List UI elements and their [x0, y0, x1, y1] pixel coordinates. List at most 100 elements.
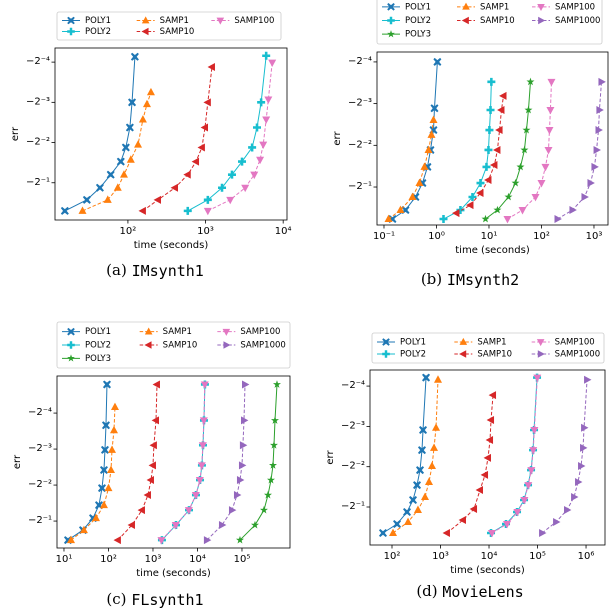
point: [497, 106, 505, 115]
point: [233, 491, 242, 500]
point: [257, 98, 266, 107]
subcaption: (d) MovieLens: [416, 582, 523, 601]
point: [183, 170, 191, 179]
x-tick-label: 10²: [384, 551, 401, 562]
point: [419, 426, 428, 434]
point: [503, 216, 512, 224]
point: [531, 193, 540, 202]
point: [104, 483, 113, 492]
x-tick-label: 10¹: [56, 554, 73, 565]
y-axis-label: err: [10, 126, 21, 141]
legend-marker: [223, 341, 231, 349]
point: [511, 178, 520, 187]
point: [541, 163, 550, 172]
legend-marker: [387, 3, 395, 11]
subcaption-label: (b): [421, 270, 442, 288]
y-tick-label: −2⁻³: [28, 443, 52, 454]
legend-label: POLY1: [400, 338, 426, 348]
point: [157, 537, 166, 545]
legend-label: SAMP1: [163, 327, 192, 337]
legend-label: SAMP100: [555, 338, 595, 348]
point: [409, 495, 417, 504]
point: [256, 156, 265, 165]
point: [148, 461, 156, 470]
point: [149, 441, 157, 450]
axes-frame: [56, 375, 291, 549]
point: [103, 195, 112, 203]
point: [587, 179, 595, 188]
y-tick-label: −2⁻⁴: [28, 407, 52, 418]
legend-marker: [67, 341, 75, 349]
point: [137, 506, 145, 515]
legend-marker: [222, 328, 231, 336]
point: [488, 391, 497, 400]
point: [581, 423, 589, 432]
point: [434, 375, 442, 383]
legend-marker: [537, 350, 545, 358]
point: [130, 52, 139, 61]
legend-marker: [144, 341, 152, 349]
subcaption: (b) IMsynth2: [421, 270, 519, 289]
legend-label: POLY2: [85, 27, 111, 37]
series-line: [206, 384, 246, 541]
point: [116, 157, 125, 166]
point: [524, 105, 533, 114]
y-axis-label: err: [12, 454, 23, 469]
point: [539, 529, 547, 538]
point: [242, 380, 250, 389]
point: [483, 453, 491, 462]
point: [239, 441, 248, 450]
x-tick-label: 10³: [145, 554, 162, 565]
point: [153, 195, 161, 204]
point: [408, 192, 417, 200]
point: [430, 443, 439, 451]
point: [199, 417, 208, 425]
point: [468, 192, 477, 201]
x-tick-label: 10³: [586, 231, 603, 242]
x-tick-label: 10³: [197, 226, 214, 237]
x-tick-label: 10⁴: [481, 551, 498, 562]
x-tick-label: 10⁶: [578, 551, 595, 562]
y-tick-label: −2⁻⁴: [26, 56, 50, 67]
point: [128, 98, 137, 107]
point: [554, 215, 562, 224]
legend-label: POLY1: [85, 327, 111, 337]
point: [480, 470, 489, 479]
point: [487, 530, 496, 538]
point: [433, 57, 442, 66]
point: [526, 77, 535, 86]
legend-label: SAMP10: [163, 341, 198, 351]
point: [527, 467, 536, 475]
y-tick-label: −2⁻¹: [341, 501, 365, 512]
x-tick-label: 10²: [100, 554, 117, 565]
series-line: [117, 384, 158, 541]
subplot: 10² 10³ 10⁴ −2⁻¹ −2⁻² −2⁻³ −2⁻⁴ time (seconds) e…: [10, 11, 292, 280]
point: [126, 155, 135, 163]
point: [198, 442, 207, 450]
point: [203, 98, 211, 107]
point: [250, 171, 259, 180]
point: [422, 373, 431, 382]
point: [253, 123, 261, 132]
legend-marker: [67, 354, 75, 362]
x-axis-label: time (seconds): [134, 240, 209, 251]
legend-label: SAMP1000: [555, 350, 600, 360]
point: [485, 436, 494, 445]
point: [427, 130, 436, 138]
point: [218, 183, 227, 192]
point: [524, 482, 533, 490]
y-tick-label: −2⁻³: [341, 420, 365, 431]
point: [99, 465, 108, 474]
axes-frame: [376, 51, 609, 226]
legend-box: [371, 332, 605, 364]
point: [482, 162, 491, 171]
point: [200, 123, 208, 132]
point: [250, 520, 259, 529]
point: [486, 106, 495, 115]
legend-marker: [67, 327, 75, 336]
point: [134, 140, 143, 148]
point: [226, 196, 235, 205]
x-tick-label: 10¹: [481, 231, 498, 242]
y-tick-label: −2⁻³: [26, 96, 50, 107]
